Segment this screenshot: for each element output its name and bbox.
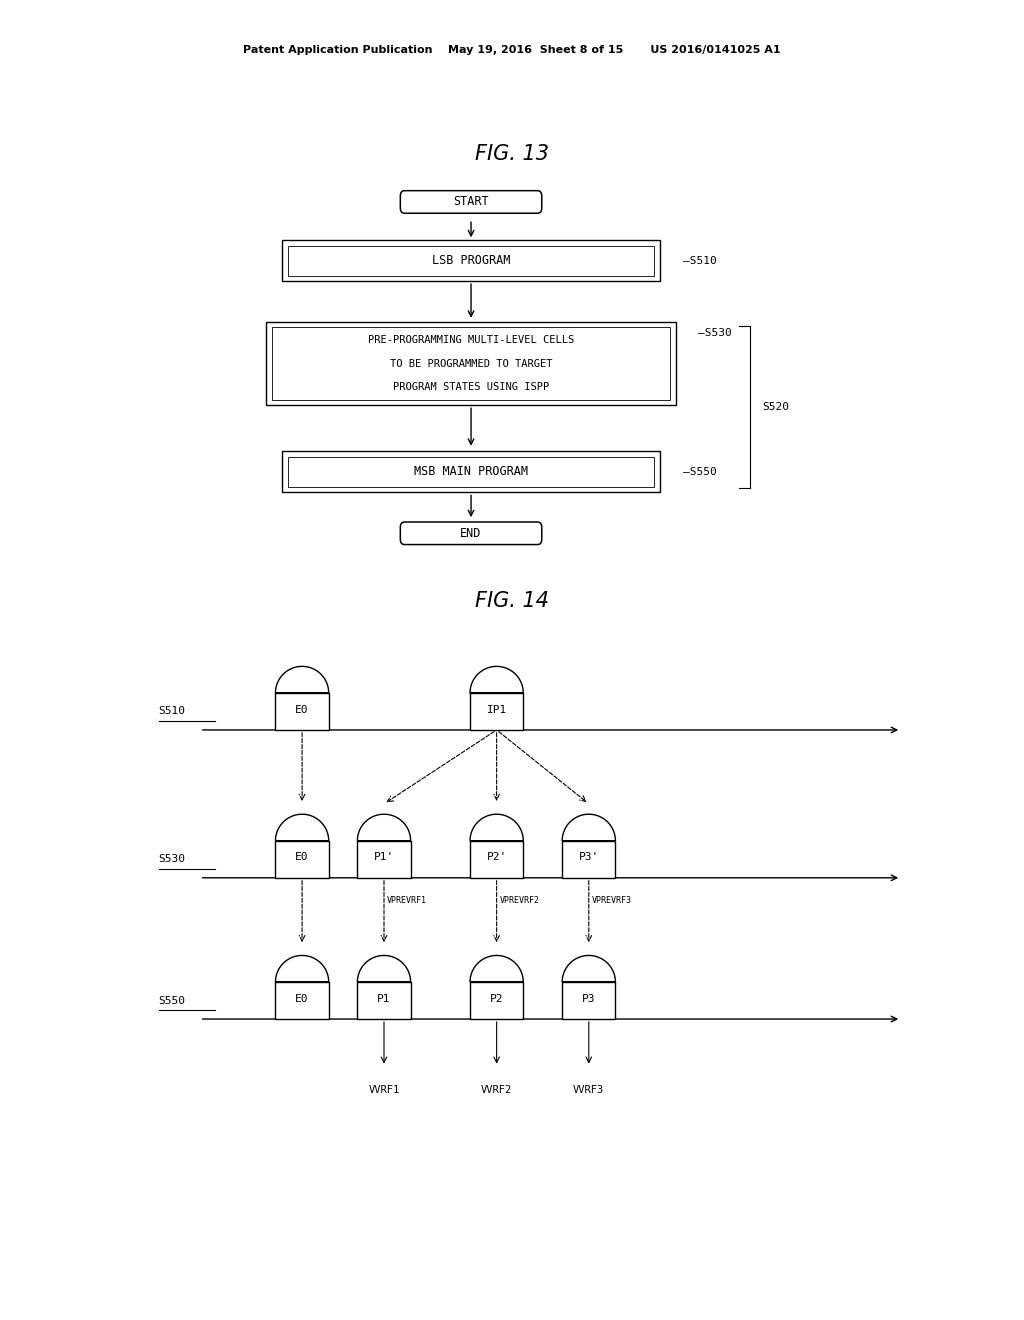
Text: S510: S510 [159,706,185,717]
Text: P2': P2' [486,853,507,862]
Text: IP1: IP1 [486,705,507,714]
Polygon shape [470,956,523,982]
Text: E0: E0 [295,853,309,862]
Text: VPREVRF1: VPREVRF1 [387,896,427,906]
Text: S550: S550 [159,995,185,1006]
Text: S520: S520 [762,403,788,412]
Bar [282,451,660,492]
Polygon shape [470,814,523,841]
Text: TO BE PROGRAMMED TO TARGET: TO BE PROGRAMMED TO TARGET [390,359,552,368]
FancyBboxPatch shape [400,521,542,545]
Bar [357,982,411,1019]
Bar [272,327,670,400]
Bar [266,322,676,405]
Polygon shape [562,956,615,982]
Text: E0: E0 [295,994,309,1003]
Text: MSB MAIN PROGRAM: MSB MAIN PROGRAM [414,466,528,478]
Text: LSB PROGRAM: LSB PROGRAM [432,255,510,267]
Text: –S530: –S530 [698,327,732,338]
Text: VVRF3: VVRF3 [573,1085,604,1096]
Text: Patent Application Publication    May 19, 2016  Sheet 8 of 15       US 2016/0141: Patent Application Publication May 19, 2… [243,45,781,55]
Text: VVRF1: VVRF1 [369,1085,399,1096]
Bar [470,982,523,1019]
Bar [275,982,329,1019]
Bar [357,841,411,878]
Text: E0: E0 [295,705,309,714]
Bar [288,246,654,276]
Text: P1: P1 [377,994,391,1003]
Text: PRE-PROGRAMMING MULTI-LEVEL CELLS: PRE-PROGRAMMING MULTI-LEVEL CELLS [368,335,574,345]
Text: VPREVRF2: VPREVRF2 [500,896,540,906]
Bar [470,841,523,878]
Text: VVRF2: VVRF2 [481,1085,512,1096]
Polygon shape [470,667,523,693]
Text: S530: S530 [159,854,185,865]
Bar [282,240,660,281]
Text: END: END [461,527,481,540]
Bar [470,693,523,730]
Text: FIG. 13: FIG. 13 [475,144,549,165]
Text: P2: P2 [489,994,504,1003]
Bar [288,457,654,487]
Polygon shape [562,814,615,841]
Bar [275,693,329,730]
Polygon shape [275,667,329,693]
Bar [275,841,329,878]
Text: P1': P1' [374,853,394,862]
Text: P3': P3' [579,853,599,862]
Polygon shape [275,814,329,841]
Bar [562,982,615,1019]
Text: START: START [454,195,488,209]
Polygon shape [357,956,411,982]
Bar [562,841,615,878]
Text: FIG. 14: FIG. 14 [475,590,549,611]
Text: –S550: –S550 [683,467,717,477]
FancyBboxPatch shape [400,190,542,214]
Text: PROGRAM STATES USING ISPP: PROGRAM STATES USING ISPP [393,383,549,392]
Text: VPREVRF3: VPREVRF3 [592,896,632,906]
Polygon shape [357,814,411,841]
Text: –S510: –S510 [683,256,717,265]
Text: P3: P3 [582,994,596,1003]
Polygon shape [275,956,329,982]
